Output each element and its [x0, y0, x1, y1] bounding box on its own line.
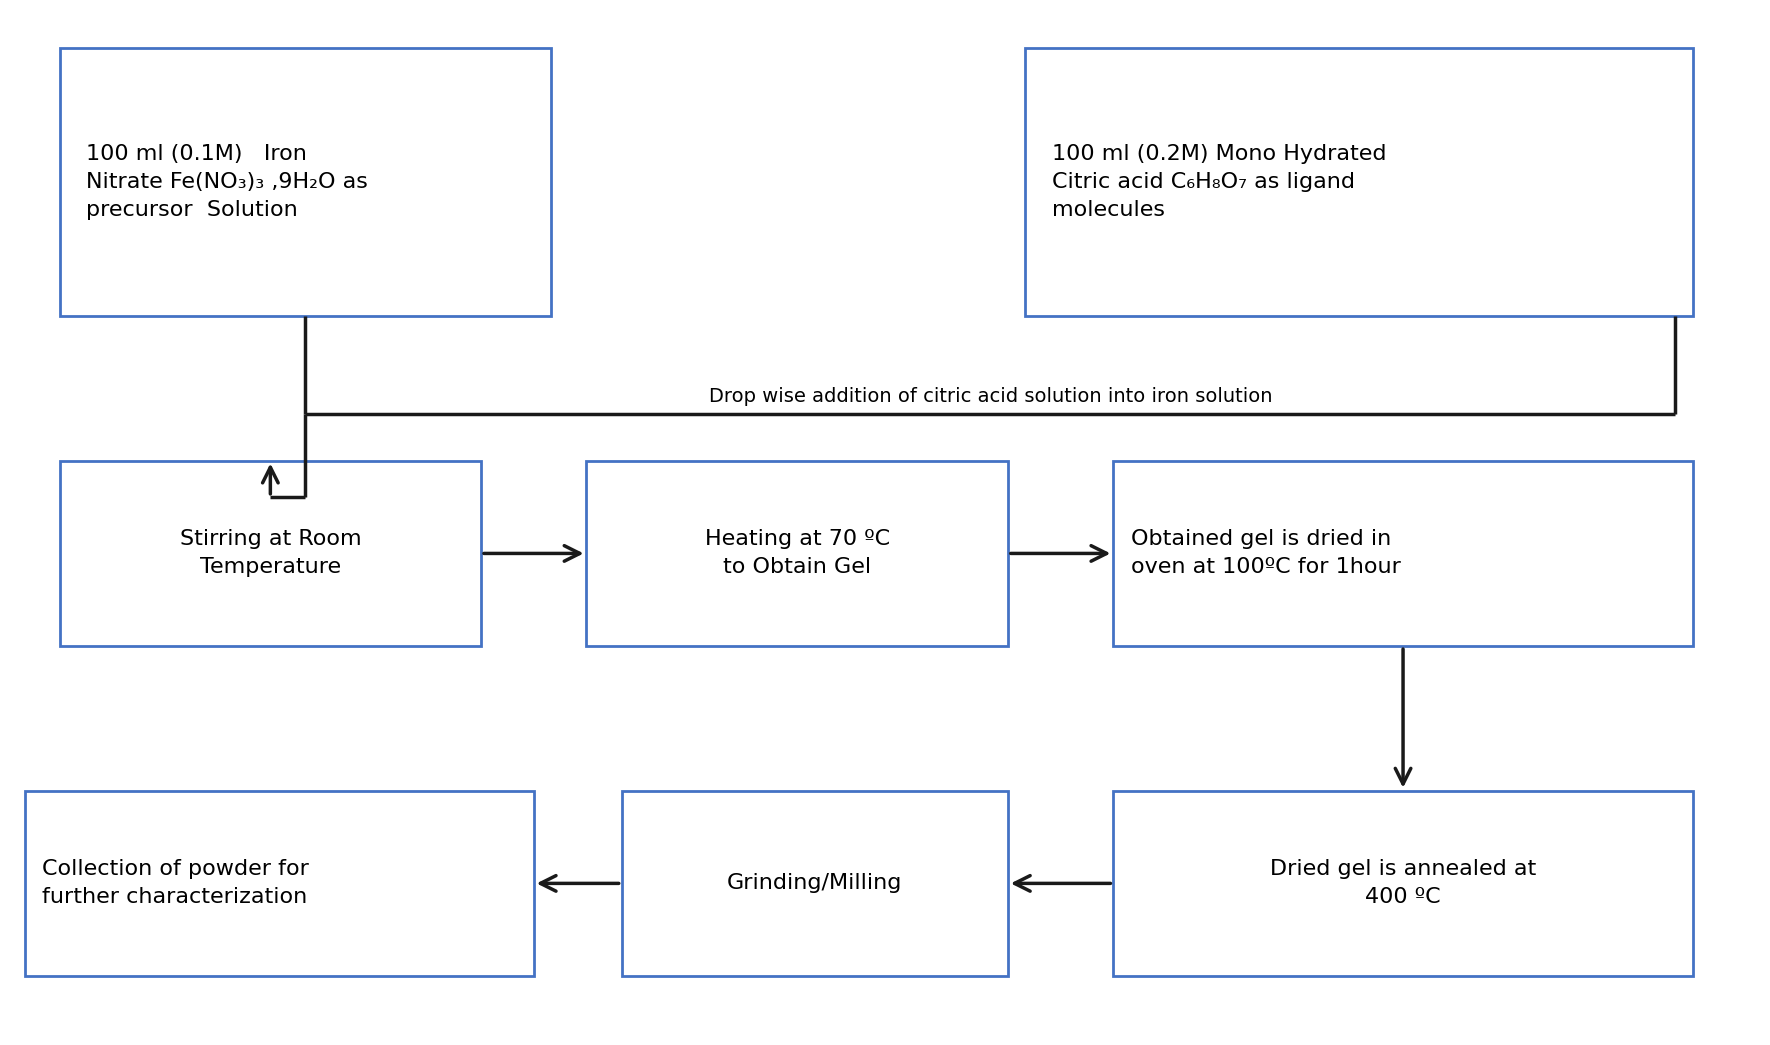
- Text: Grinding/Milling: Grinding/Milling: [727, 874, 903, 893]
- Text: Drop wise addition of citric acid solution into iron solution: Drop wise addition of citric acid soluti…: [708, 387, 1273, 407]
- Bar: [1113, 791, 1692, 976]
- Bar: [1113, 461, 1692, 646]
- Text: Heating at 70 ºC
to Obtain Gel: Heating at 70 ºC to Obtain Gel: [704, 530, 890, 578]
- Text: Collection of powder for
further characterization: Collection of powder for further charact…: [42, 859, 310, 907]
- Bar: [60, 461, 481, 646]
- Bar: [586, 461, 1007, 646]
- Text: Stirring at Room
Temperature: Stirring at Room Temperature: [179, 530, 361, 578]
- Text: 100 ml (0.1M)   Iron
Nitrate Fe(NO₃)₃ ,9H₂O as
precursor  Solution: 100 ml (0.1M) Iron Nitrate Fe(NO₃)₃ ,9H₂…: [87, 144, 368, 220]
- Bar: [1025, 48, 1692, 317]
- Text: Dried gel is annealed at
400 ºC: Dried gel is annealed at 400 ºC: [1269, 859, 1536, 907]
- Text: 100 ml (0.2M) Mono Hydrated
Citric acid C₆H₈O₇ as ligand
molecules: 100 ml (0.2M) Mono Hydrated Citric acid …: [1051, 144, 1386, 220]
- Bar: [60, 48, 550, 317]
- Text: Obtained gel is dried in
oven at 100ºC for 1hour: Obtained gel is dried in oven at 100ºC f…: [1131, 530, 1400, 578]
- Bar: [25, 791, 535, 976]
- Bar: [621, 791, 1007, 976]
